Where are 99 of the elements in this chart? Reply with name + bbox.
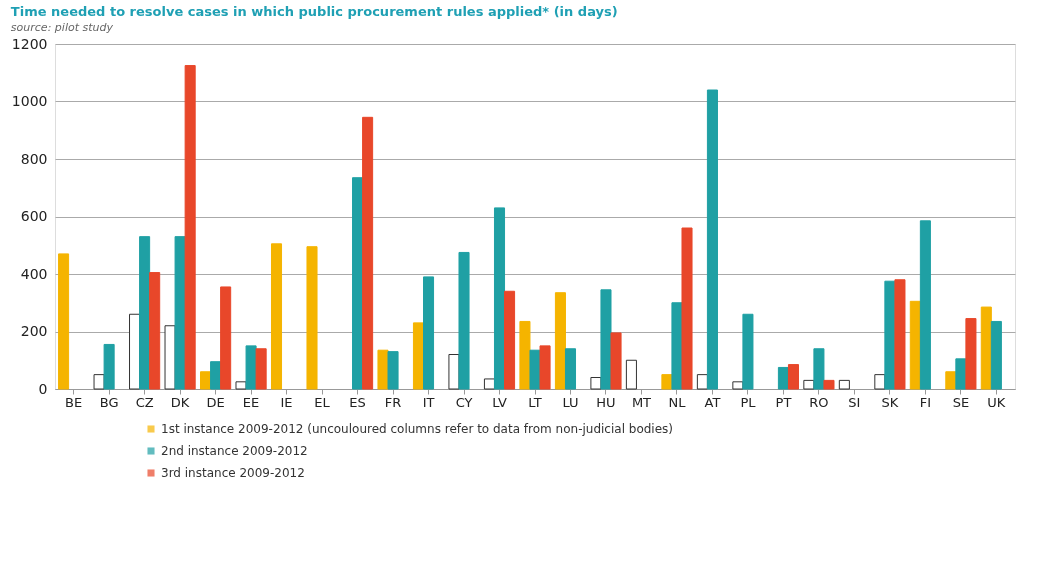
bar xyxy=(458,251,470,390)
x-tick-label: SI xyxy=(848,394,861,410)
y-tick-label: 800 xyxy=(20,150,48,167)
bar xyxy=(965,318,977,390)
bar xyxy=(661,374,673,390)
x-tick-label: NL xyxy=(668,394,687,410)
bar xyxy=(706,89,718,390)
y-tick-label: 400 xyxy=(20,265,48,282)
bar xyxy=(139,236,151,390)
x-tick-label: DE xyxy=(206,394,225,410)
x-tick-label: LT xyxy=(528,394,542,410)
bar xyxy=(423,276,435,390)
bar xyxy=(884,280,896,390)
bar xyxy=(777,366,789,390)
bar xyxy=(184,65,196,390)
bar xyxy=(387,351,399,390)
x-tick-label: CZ xyxy=(135,394,154,410)
y-tick-label: 1200 xyxy=(11,35,48,52)
x-tick-label: ES xyxy=(349,394,366,410)
x-tick-label: IE xyxy=(280,394,293,410)
bar xyxy=(823,379,835,390)
bar xyxy=(149,272,161,390)
bar xyxy=(493,207,506,390)
bar xyxy=(600,289,612,390)
bar xyxy=(210,361,222,390)
legend-label: 1st instance 2009-2012 (uncouloured columns refer to data from non-judicial bodies) xyxy=(161,422,674,436)
bar xyxy=(448,354,460,390)
y-tick-label: 600 xyxy=(20,208,48,224)
x-tick-label: SE xyxy=(952,394,970,410)
x-tick-label: SK xyxy=(881,394,899,410)
bar xyxy=(955,358,967,390)
bar xyxy=(93,374,105,390)
y-tick-label: 200 xyxy=(20,323,48,339)
bar xyxy=(732,381,744,390)
bar xyxy=(990,320,1002,390)
legend-label: 2nd instance 2009-2012 xyxy=(161,444,308,458)
chart-title: Time needed to resolve cases in which public procurement rules applied* (in days) xyxy=(10,3,618,19)
bar xyxy=(352,177,364,390)
bar xyxy=(696,374,708,390)
bar xyxy=(519,320,531,390)
bar xyxy=(980,306,992,390)
x-tick-label: DK xyxy=(170,394,190,410)
x-tick-label: BG xyxy=(99,394,119,410)
x-tick-label: UK xyxy=(987,394,1006,410)
bar xyxy=(564,348,577,390)
x-tick-label: PT xyxy=(775,394,792,410)
bar xyxy=(270,243,283,390)
x-tick-label: LV xyxy=(492,394,507,410)
bar xyxy=(220,286,232,390)
bar xyxy=(504,290,516,390)
x-tick-label: EE xyxy=(242,394,260,410)
bar xyxy=(590,377,602,390)
bar xyxy=(945,371,957,390)
x-tick-label: BE xyxy=(65,394,83,410)
bar xyxy=(235,381,247,390)
bar xyxy=(362,116,374,390)
bar xyxy=(483,378,495,390)
bar xyxy=(671,302,683,390)
bar xyxy=(103,343,115,390)
x-tick-label: EL xyxy=(314,394,331,410)
x-tick-label: MT xyxy=(631,394,652,410)
x-tick-label: LU xyxy=(562,394,579,410)
bar xyxy=(129,313,141,390)
x-tick-label: HU xyxy=(596,394,616,410)
bar xyxy=(874,374,886,390)
bar xyxy=(200,371,212,390)
x-tick-label: FR xyxy=(384,394,402,410)
x-tick-label: CY xyxy=(455,394,473,410)
y-tick-label: 1000 xyxy=(11,93,48,109)
bar xyxy=(803,379,815,390)
bar xyxy=(787,364,800,390)
bar xyxy=(813,348,825,390)
x-tick-label: RO xyxy=(809,394,829,410)
bar xyxy=(539,345,551,390)
bar xyxy=(164,325,176,390)
bar xyxy=(625,359,637,390)
x-tick-label: FI xyxy=(919,394,932,410)
bar xyxy=(245,345,257,390)
legend-label: 3rd instance 2009-2012 xyxy=(161,466,305,480)
bar xyxy=(377,349,389,390)
x-tick-label: AT xyxy=(704,394,721,410)
bar xyxy=(838,379,850,390)
bar xyxy=(255,348,267,390)
bar xyxy=(894,279,906,390)
bar xyxy=(742,313,754,390)
bar xyxy=(919,220,931,390)
y-tick-label: 0 xyxy=(38,380,48,397)
bar xyxy=(58,253,70,390)
bar xyxy=(909,300,921,390)
x-tick-label: PL xyxy=(740,394,757,410)
bar xyxy=(554,292,566,390)
bar xyxy=(529,349,541,390)
bar xyxy=(412,322,424,390)
chart-subtitle: source: pilot study xyxy=(10,20,114,34)
bar xyxy=(610,332,622,390)
bar xyxy=(174,236,186,390)
bar xyxy=(306,246,318,390)
bar xyxy=(681,227,693,390)
x-tick-label: IT xyxy=(422,394,435,410)
